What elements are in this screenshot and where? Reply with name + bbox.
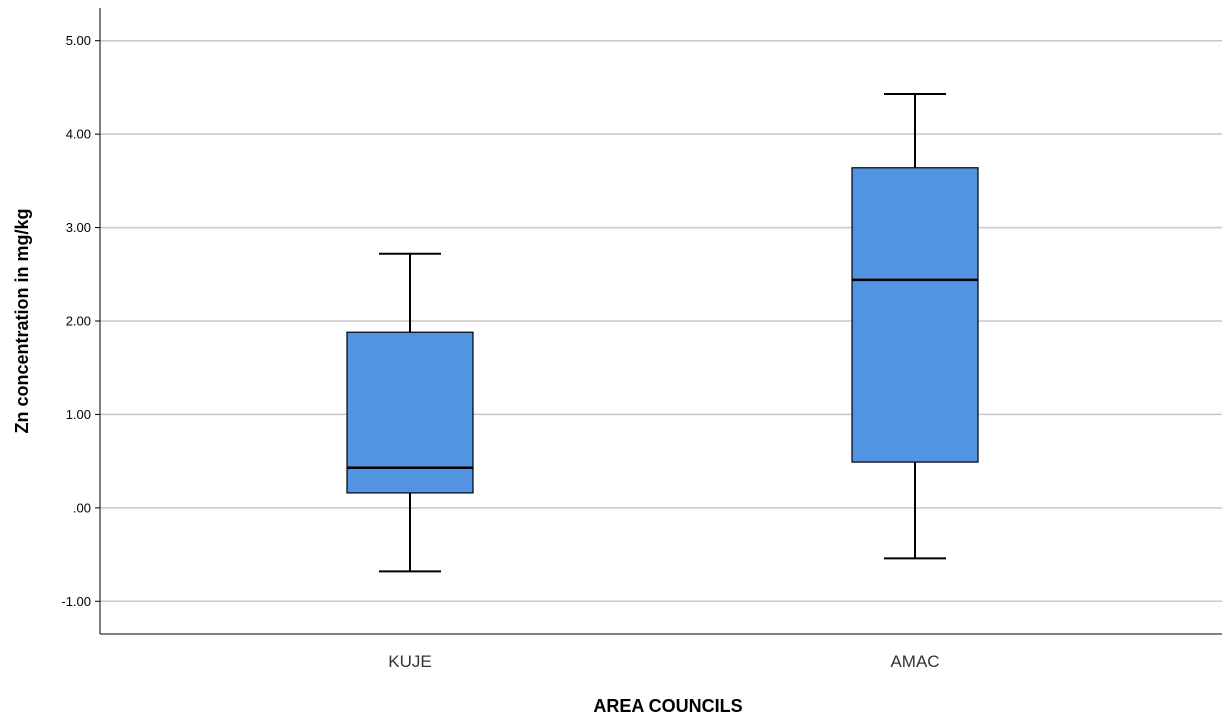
y-axis-tick-labels: 5.00 4.00 3.00 2.00 1.00 .00 -1.00 [61, 33, 100, 609]
y-tick-label: 2.00 [66, 314, 91, 329]
y-tick-label: 1.00 [66, 407, 91, 422]
box-kuje [346, 252, 474, 573]
y-tick-label: .00 [73, 500, 91, 515]
y-axis-title: Zn concentration in mg/kg [12, 208, 32, 433]
y-tick-label: 3.00 [66, 220, 91, 235]
boxes [346, 92, 979, 573]
iqr-box [851, 167, 979, 463]
x-category-label: KUJE [388, 652, 431, 671]
iqr-box [346, 331, 474, 494]
y-tick-label: 5.00 [66, 33, 91, 48]
x-category-label: AMAC [890, 652, 939, 671]
gridlines [100, 39, 1222, 603]
x-axis-title: AREA COUNCILS [593, 696, 742, 716]
box-amac [851, 92, 979, 560]
x-axis-category-labels: KUJE AMAC [388, 652, 939, 671]
y-tick-label: -1.00 [61, 594, 91, 609]
y-tick-label: 4.00 [66, 127, 91, 142]
